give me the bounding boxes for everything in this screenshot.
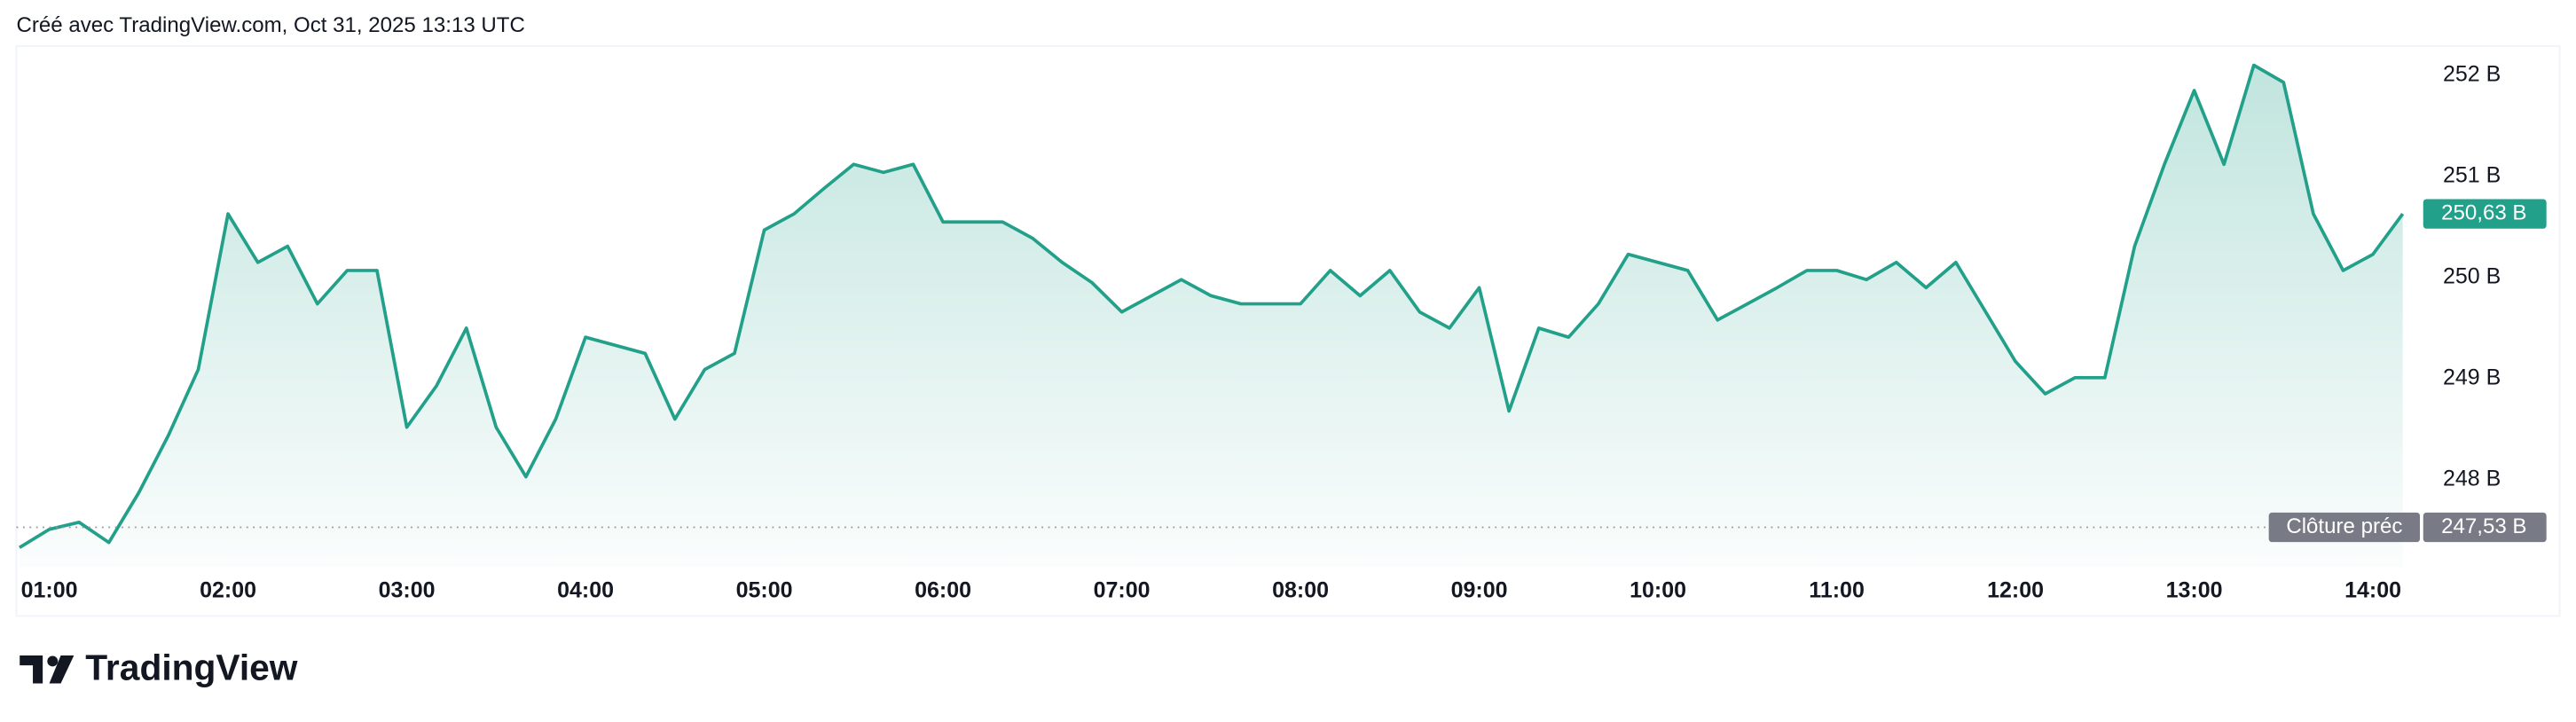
reference-name-box xyxy=(2268,512,2421,543)
header: Créé avec TradingView.com, Oct 31, 2025 … xyxy=(17,13,525,37)
logo: TradingView xyxy=(85,647,298,687)
y-tick-label: 252 B xyxy=(2443,62,2501,87)
x-tick-label: 01:00 xyxy=(21,577,78,602)
x-tick-label: 07:00 xyxy=(1094,577,1151,602)
reference-name: Clôture préc xyxy=(2286,514,2402,538)
x-tick-label: 13:00 xyxy=(2166,577,2223,602)
last-value-box xyxy=(2423,199,2547,229)
x-tick-label: 09:00 xyxy=(1451,577,1508,602)
x-tick-label: 12:00 xyxy=(1987,577,2044,602)
frame xyxy=(15,44,2561,617)
x-tick-label: 03:00 xyxy=(379,577,436,602)
reference-value-box xyxy=(2423,512,2547,543)
x-tick-label: 02:00 xyxy=(200,577,256,602)
logo-icon xyxy=(20,655,75,684)
x-tick-label: 04:00 xyxy=(557,577,614,602)
y-tick-label: 251 B xyxy=(2443,163,2501,188)
last-value-label: 250,63 B xyxy=(2441,200,2526,224)
y-tick-label: 248 B xyxy=(2443,467,2501,491)
area-fill xyxy=(19,65,2403,567)
reference-value: 247,53 B xyxy=(2441,514,2526,538)
x-tick-label: 11:00 xyxy=(1809,577,1865,602)
y-tick-label: 249 B xyxy=(2443,365,2501,390)
x-tick-label: 10:00 xyxy=(1630,577,1686,602)
y-tick-label: 250 B xyxy=(2443,264,2501,289)
x-tick-label: 14:00 xyxy=(2344,577,2401,602)
x-tick-label: 05:00 xyxy=(736,577,793,602)
x-tick-label: 08:00 xyxy=(1272,577,1329,602)
price-line xyxy=(19,63,2405,549)
x-tick-label: 06:00 xyxy=(915,577,971,602)
